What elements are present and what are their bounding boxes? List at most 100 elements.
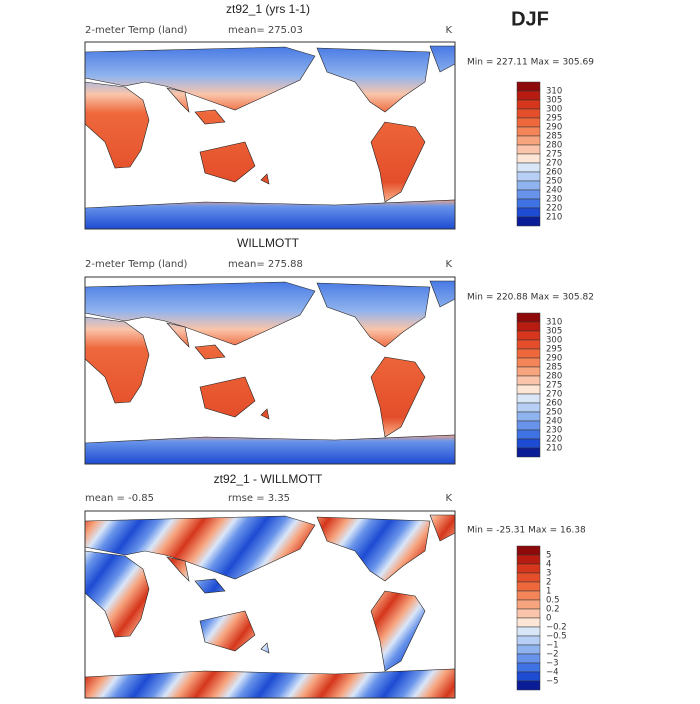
colorbar-box <box>516 671 541 682</box>
colorbar-box <box>516 90 541 101</box>
colorbar-box <box>516 411 541 422</box>
colorbar-label: 275 <box>546 150 562 160</box>
colorbar-label: 270 <box>546 159 562 169</box>
map-land <box>84 45 456 230</box>
colorbar-box <box>516 581 541 592</box>
colorbar-box <box>516 207 541 218</box>
colorbar-box <box>516 375 541 386</box>
panel-left-text: 2-meter Temp (land) <box>85 25 188 36</box>
colorbar-box <box>516 189 541 200</box>
colorbar-label: 300 <box>546 336 562 346</box>
season-label: DJF <box>511 8 549 30</box>
colorbar-box <box>516 626 541 637</box>
colorbar-box <box>516 447 541 458</box>
colorbar-box <box>516 608 541 619</box>
panel-center-text: rmse = 3.35 <box>228 493 290 504</box>
colorbar-label: 2 <box>546 578 551 588</box>
colorbar-box <box>516 366 541 377</box>
colorbar-box <box>516 216 541 227</box>
colorbar-box <box>516 312 541 323</box>
colorbar-box <box>516 348 541 359</box>
colorbar-label: 305 <box>546 96 562 106</box>
colorbar-label: −0.2 <box>546 623 567 633</box>
colorbar-label: 220 <box>546 204 562 214</box>
colorbar-box <box>516 321 541 332</box>
colorbar-label: −2 <box>546 650 559 660</box>
colorbar-box <box>516 162 541 173</box>
colorbar-box <box>516 599 541 610</box>
colorbar-label: −3 <box>546 659 559 669</box>
colorbar-label: −0.5 <box>546 632 567 642</box>
panel-units: K <box>445 493 452 504</box>
colorbar-box <box>516 171 541 182</box>
colorbar-label: 230 <box>546 195 562 205</box>
colorbar-label: 250 <box>546 408 562 418</box>
colorbar-label: 285 <box>546 132 562 142</box>
colorbar-label: 3 <box>546 569 551 579</box>
colorbar-box <box>516 680 541 691</box>
colorbar-label: 270 <box>546 390 562 400</box>
colorbar-box <box>516 180 541 191</box>
colorbar-label: 310 <box>546 318 562 328</box>
panel-title: zt92_1 (yrs 1-1) <box>226 2 310 16</box>
panel-title: zt92_1 - WILLMOTT <box>214 472 323 486</box>
colorbar-label: 250 <box>546 177 562 187</box>
colorbar-label: 4 <box>546 560 551 570</box>
colorbar-label: 210 <box>546 444 562 454</box>
colorbar-box <box>516 126 541 137</box>
colorbar-label: 305 <box>546 327 562 337</box>
colorbar-label: 280 <box>546 372 562 382</box>
colorbar-label: 295 <box>546 345 562 355</box>
colorbar-box <box>516 402 541 413</box>
panel-center-text: mean= 275.88 <box>228 259 303 270</box>
panel-title: WILLMOTT <box>237 236 300 250</box>
colorbar-label: 300 <box>546 105 562 115</box>
colorbar-label: −5 <box>546 677 559 687</box>
panel-left-text: mean = -0.85 <box>85 493 154 504</box>
colorbar-label: 260 <box>546 168 562 178</box>
panel-center-text: mean= 275.03 <box>228 25 303 36</box>
colorbar-label: 220 <box>546 435 562 445</box>
colorbar-label: 230 <box>546 426 562 436</box>
colorbar-box <box>516 153 541 164</box>
colorbar-label: −4 <box>546 668 559 678</box>
colorbar-box <box>516 438 541 449</box>
min-max: Min = 227.11 Max = 305.69 <box>467 58 594 68</box>
colorbar-box <box>516 429 541 440</box>
colorbar-label: 240 <box>546 186 562 196</box>
colorbar-box <box>516 198 541 209</box>
colorbar-box <box>516 635 541 646</box>
colorbar-label: 0.2 <box>546 605 560 615</box>
map-frame <box>84 41 456 230</box>
colorbar-box <box>516 81 541 92</box>
colorbar-box <box>516 99 541 110</box>
colorbar-box <box>516 644 541 655</box>
colorbar-box <box>516 554 541 565</box>
colorbar-box <box>516 617 541 628</box>
colorbar-box <box>516 330 541 341</box>
colorbar-label: 260 <box>546 399 562 409</box>
colorbar-box <box>516 563 541 574</box>
colorbar-label: 290 <box>546 123 562 133</box>
colorbar-box <box>516 572 541 583</box>
colorbar-label: 1 <box>546 587 551 597</box>
map-land <box>84 280 456 465</box>
colorbars: 3103053002952902852802752702602502402302… <box>516 81 567 691</box>
colorbar-label: 290 <box>546 354 562 364</box>
colorbar-box <box>516 117 541 128</box>
colorbar-box <box>516 590 541 601</box>
colorbar-box <box>516 135 541 146</box>
colorbar-label: 275 <box>546 381 562 391</box>
colorbar-box <box>516 420 541 431</box>
map-land <box>84 514 456 699</box>
colorbar-label: 210 <box>546 213 562 223</box>
map-frame <box>84 276 456 465</box>
colorbar-label: 240 <box>546 417 562 427</box>
colorbar-label: 5 <box>546 551 551 561</box>
panel-left-text: 2-meter Temp (land) <box>85 259 188 270</box>
colorbar-box <box>516 144 541 155</box>
colorbar-box <box>516 339 541 350</box>
panel-units: K <box>445 25 452 36</box>
colorbar-label: 295 <box>546 114 562 124</box>
min-max: Min = -25.31 Max = 16.38 <box>467 526 586 536</box>
